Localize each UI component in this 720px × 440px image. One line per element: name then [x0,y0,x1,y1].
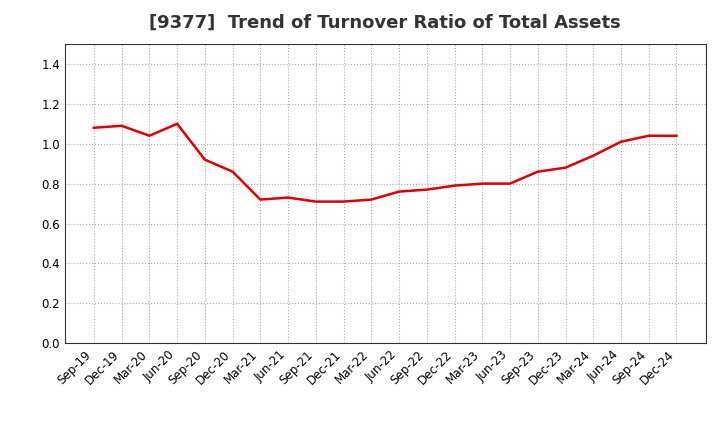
Title: [9377]  Trend of Turnover Ratio of Total Assets: [9377] Trend of Turnover Ratio of Total … [149,13,621,31]
